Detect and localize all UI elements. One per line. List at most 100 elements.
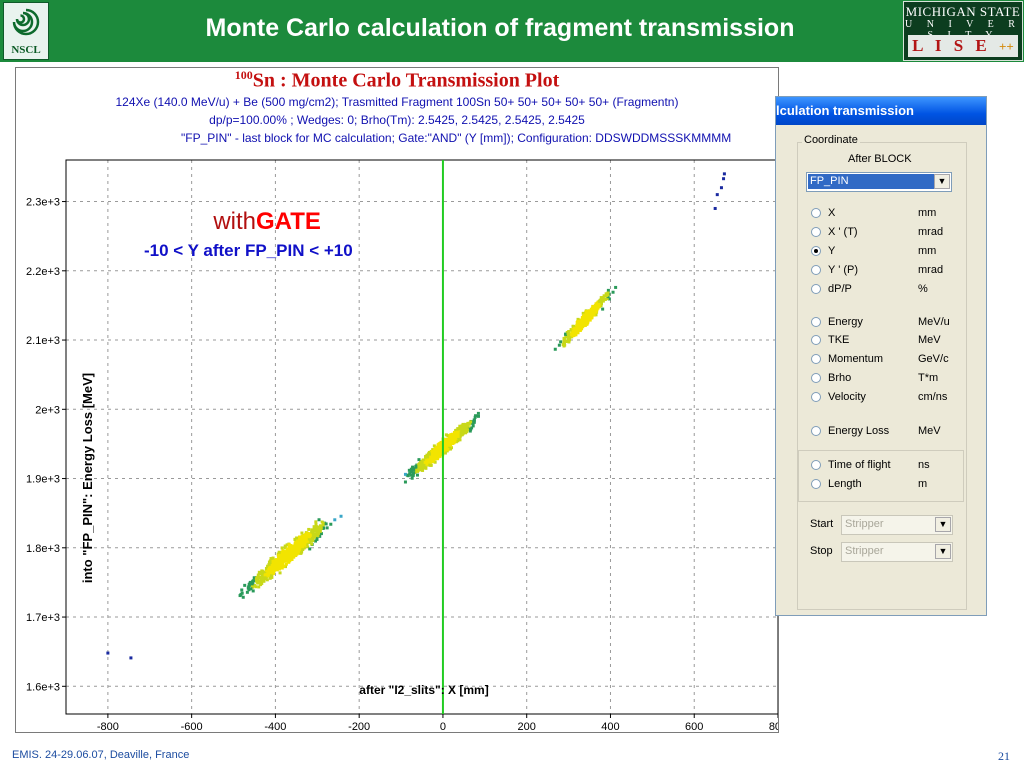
radio-button-icon[interactable] [811, 246, 821, 256]
scatter-point [591, 313, 595, 317]
radio-unit: MeV/u [918, 316, 950, 328]
radio-velocity[interactable]: Velocity cm/ns [811, 391, 991, 407]
radio-button-icon[interactable] [811, 460, 821, 470]
scatter-point [557, 343, 561, 347]
scatter-point [586, 318, 590, 322]
scatter-point [469, 420, 473, 424]
annotation-gate: GATE [256, 208, 321, 235]
scatter-point [567, 340, 571, 344]
chevron-down-icon[interactable]: ▼ [934, 174, 950, 189]
radio-unit: mrad [918, 226, 944, 238]
scatter-point [411, 466, 415, 470]
scatter-point [417, 462, 421, 466]
scatter-point [446, 447, 450, 451]
scatter-point [593, 304, 597, 308]
scatter-point [417, 467, 421, 471]
radio-button-icon[interactable] [811, 426, 821, 436]
stop-select[interactable]: Stripper ▼ [841, 542, 953, 562]
chevron-down-icon[interactable]: ▼ [935, 517, 951, 532]
scatter-point [325, 526, 329, 530]
radio-momentum[interactable]: Momentum GeV/c [811, 353, 991, 369]
scatter-point [592, 306, 596, 310]
chevron-down-icon[interactable]: ▼ [935, 544, 951, 559]
scatter-point [407, 468, 411, 472]
scatter-point [252, 583, 256, 587]
scatter-point [578, 321, 582, 325]
x-tick-label: -600 [181, 721, 203, 732]
radio-time-of-flight[interactable]: Time of flight ns [811, 459, 991, 475]
radio-button-icon[interactable] [811, 284, 821, 294]
scatter-point [591, 310, 595, 314]
scatter-point [585, 318, 589, 322]
scatter-plot[interactable]: -800 -600 -400 -200 0 200 400 600 800 1.6e+3 1.7e+… [16, 68, 778, 732]
scatter-point [318, 534, 322, 538]
scatter-point [278, 554, 282, 558]
scatter-point [285, 558, 289, 562]
scatter-point [426, 459, 430, 463]
scatter-point [596, 306, 600, 310]
scatter-point [271, 568, 275, 572]
scatter-point [271, 566, 275, 570]
radio-tke[interactable]: TKE MeV [811, 334, 991, 350]
start-select[interactable]: Stripper ▼ [841, 515, 953, 535]
scatter-point [259, 577, 263, 581]
scatter-point [462, 425, 466, 429]
scatter-point [292, 547, 296, 551]
scatter-point [429, 453, 433, 457]
scatter-point [463, 427, 467, 431]
scatter-point [129, 656, 133, 660]
scatter-point [271, 556, 275, 560]
scatter-point [584, 316, 588, 320]
radio-y-p[interactable]: Y ' (P) mrad [811, 264, 991, 280]
scatter-point [584, 322, 588, 326]
scatter-point [403, 472, 407, 476]
radio-x-t[interactable]: X ' (T) mrad [811, 226, 991, 242]
radio-button-icon[interactable] [811, 208, 821, 218]
radio-brho[interactable]: Brho T*m [811, 372, 991, 388]
scatter-point [294, 543, 298, 547]
radio-button-icon[interactable] [811, 335, 821, 345]
scatter-point [273, 563, 277, 567]
scatter-point [456, 432, 460, 436]
scatter-point [458, 438, 462, 442]
block-select[interactable]: FP_PIN ▼ [806, 172, 952, 192]
scatter-point [611, 290, 615, 294]
scatter-point [474, 414, 478, 418]
radio-length[interactable]: Length m [811, 478, 991, 494]
radio-button-icon[interactable] [811, 479, 821, 489]
scatter-point [278, 571, 282, 575]
radio-button-icon[interactable] [811, 317, 821, 327]
scatter-point [280, 546, 284, 550]
lise-logo: L I S E ++ [908, 35, 1018, 57]
scatter-point [262, 579, 266, 583]
scatter-point [567, 334, 571, 338]
scatter-point [309, 538, 313, 542]
scatter-point [586, 321, 590, 325]
radio-label: dP/P [828, 283, 852, 295]
scatter-point [449, 437, 453, 441]
x-tick-label: 800 [769, 721, 778, 732]
radio-dp-p[interactable]: dP/P% [811, 283, 991, 299]
radio-energy[interactable]: Energy MeV/u [811, 316, 991, 332]
radio-button-icon[interactable] [811, 265, 821, 275]
scatter-point [467, 426, 471, 430]
scatter-point [270, 575, 274, 579]
scatter-point [455, 428, 459, 432]
scatter-point [432, 444, 436, 448]
scatter-point [297, 548, 301, 552]
scatter-point [601, 296, 605, 300]
axis-ticks: -800 -600 -400 -200 0 200 400 600 800 1.6e+3 1.7e+… [26, 197, 778, 732]
scatter-point [461, 425, 465, 429]
title-bar: NSCL Monte Carlo calculation of fragment… [0, 0, 1024, 62]
radio-button-icon[interactable] [811, 227, 821, 237]
radio-button-icon[interactable] [811, 373, 821, 383]
scatter-point [449, 441, 453, 445]
scatter-point [429, 457, 433, 461]
scatter-point [428, 456, 432, 460]
radio-button-icon[interactable] [811, 354, 821, 364]
radio-button-icon[interactable] [811, 392, 821, 402]
radio-energy-loss[interactable]: Energy Loss MeV [811, 425, 991, 441]
scatter-point [240, 591, 244, 595]
